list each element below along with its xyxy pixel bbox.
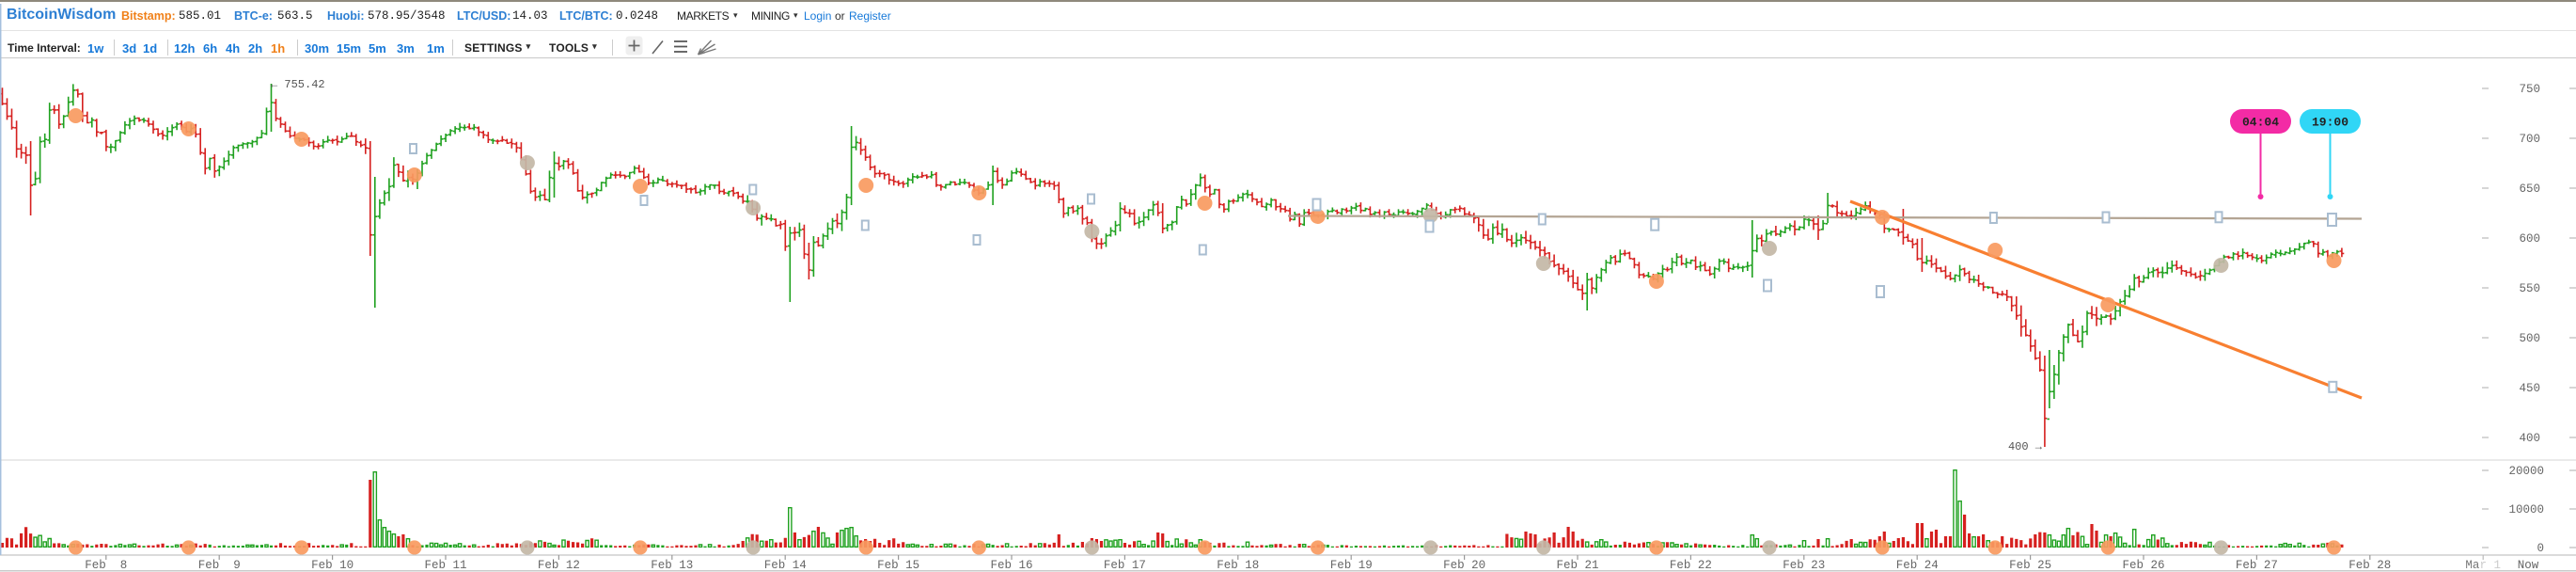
svg-text:Feb 26: Feb 26 (2122, 559, 2164, 572)
svg-text:700: 700 (2519, 133, 2540, 146)
svg-text:Now: Now (2518, 559, 2539, 572)
svg-text:Feb 11: Feb 11 (424, 559, 466, 572)
svg-text:Feb 16: Feb 16 (990, 559, 1032, 572)
svg-text:600: 600 (2519, 232, 2540, 246)
svg-text:Feb 14: Feb 14 (764, 559, 807, 572)
svg-text:Feb 23: Feb 23 (1783, 559, 1825, 572)
svg-text:20000: 20000 (2508, 465, 2544, 478)
svg-text:Mar 1: Mar 1 (2465, 559, 2501, 572)
svg-text:Feb 18: Feb 18 (1217, 559, 1259, 572)
svg-text:Feb 19: Feb 19 (1330, 559, 1373, 572)
svg-text:Feb 10: Feb 10 (311, 559, 353, 572)
svg-text:Feb 12: Feb 12 (538, 559, 580, 572)
svg-text:Feb 20: Feb 20 (1443, 559, 1485, 572)
svg-text:Feb 17: Feb 17 (1104, 559, 1146, 572)
svg-text:04:04: 04:04 (2242, 116, 2279, 130)
svg-text:19:00: 19:00 (2312, 116, 2348, 130)
svg-text:Feb 22: Feb 22 (1670, 559, 1712, 572)
svg-text:Feb 15: Feb 15 (877, 559, 919, 572)
svg-text:Feb 9: Feb 9 (198, 559, 241, 572)
svg-text:Feb 28: Feb 28 (2348, 559, 2391, 572)
svg-text:Feb 25: Feb 25 (2009, 559, 2051, 572)
svg-text:400: 400 (2519, 432, 2540, 445)
svg-text:Feb 8: Feb 8 (85, 559, 127, 572)
svg-text:← 755.42: ← 755.42 (271, 78, 325, 91)
svg-text:400 →: 400 → (2008, 440, 2043, 453)
svg-text:10000: 10000 (2508, 503, 2544, 516)
svg-text:Feb 21: Feb 21 (1556, 559, 1598, 572)
svg-text:500: 500 (2519, 332, 2540, 345)
svg-text:Feb 13: Feb 13 (651, 559, 693, 572)
svg-text:650: 650 (2519, 183, 2540, 196)
svg-text:0: 0 (2537, 542, 2544, 555)
svg-text:550: 550 (2519, 282, 2540, 295)
svg-text:Feb 27: Feb 27 (2236, 559, 2278, 572)
svg-text:750: 750 (2519, 83, 2540, 96)
svg-text:Feb 24: Feb 24 (1896, 559, 1939, 572)
svg-text:450: 450 (2519, 382, 2540, 395)
